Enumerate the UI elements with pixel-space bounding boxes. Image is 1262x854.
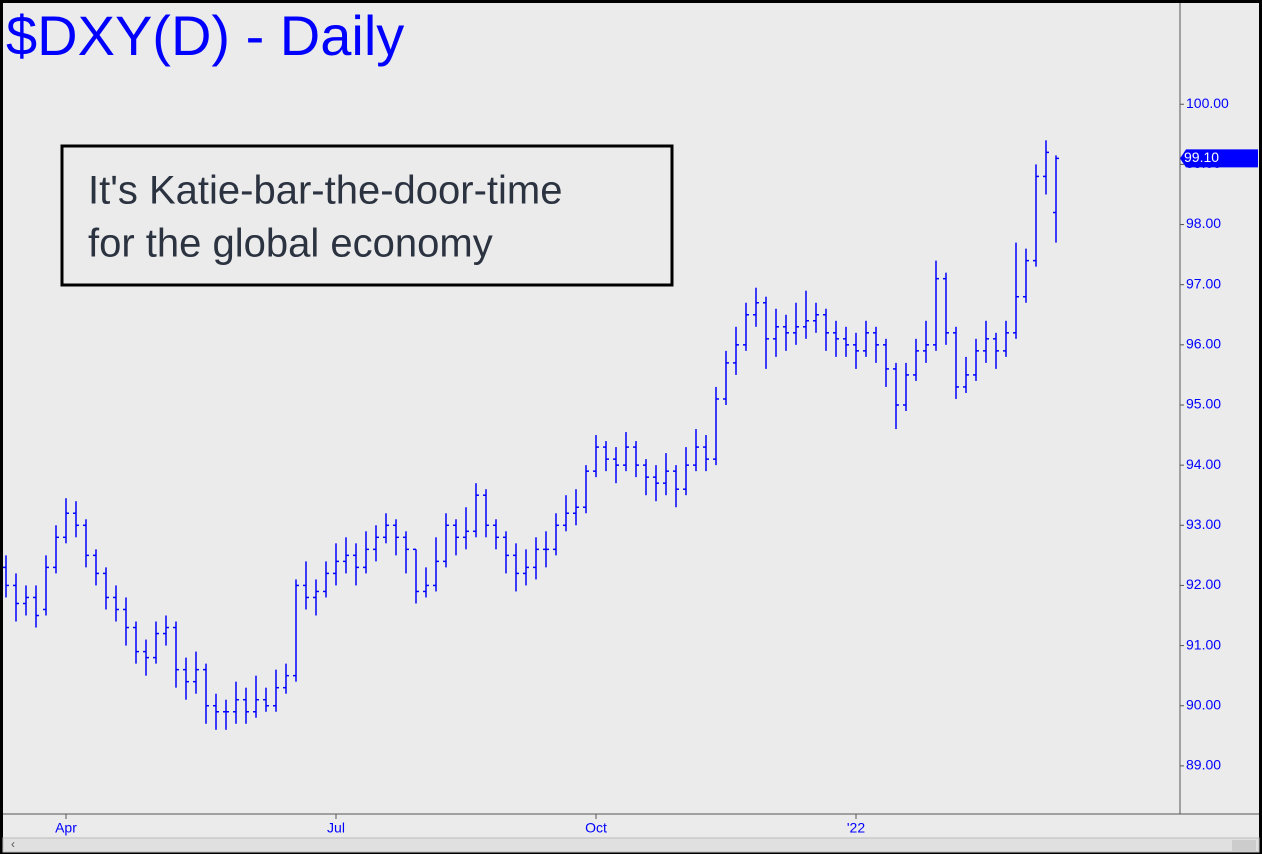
y-tick-label: 94.00: [1186, 456, 1221, 472]
scrollbar[interactable]: [2, 837, 1260, 853]
scroll-thumb[interactable]: [1232, 840, 1256, 851]
y-tick-label: 95.00: [1186, 396, 1221, 412]
x-tick-label: Oct: [585, 820, 607, 836]
last-price-tag: [1180, 149, 1258, 168]
y-tick-label: 89.00: [1186, 757, 1221, 773]
annotation-line: It's Katie-bar-the-door-time: [88, 169, 562, 213]
y-tick-label: 92.00: [1186, 576, 1221, 592]
y-tick-label: 96.00: [1186, 336, 1221, 352]
y-tick-label: 93.00: [1186, 516, 1221, 532]
annotation-line: for the global economy: [88, 222, 493, 266]
chart-title: $DXY(D) - Daily: [6, 4, 404, 67]
annotation-box: [60, 144, 674, 287]
y-tick-label: 90.00: [1186, 696, 1221, 712]
last-price-label: 99.10: [1184, 149, 1219, 165]
x-tick-label: Jul: [327, 820, 345, 836]
x-tick-label: Apr: [55, 820, 77, 836]
y-tick-label: 98.00: [1186, 215, 1221, 231]
y-tick-label: 97.00: [1186, 275, 1221, 291]
x-tick-label: '22: [847, 820, 865, 836]
y-tick-label: 91.00: [1186, 636, 1221, 652]
y-tick-label: 100.00: [1186, 95, 1229, 111]
scroll-left[interactable]: ‹: [11, 837, 15, 851]
